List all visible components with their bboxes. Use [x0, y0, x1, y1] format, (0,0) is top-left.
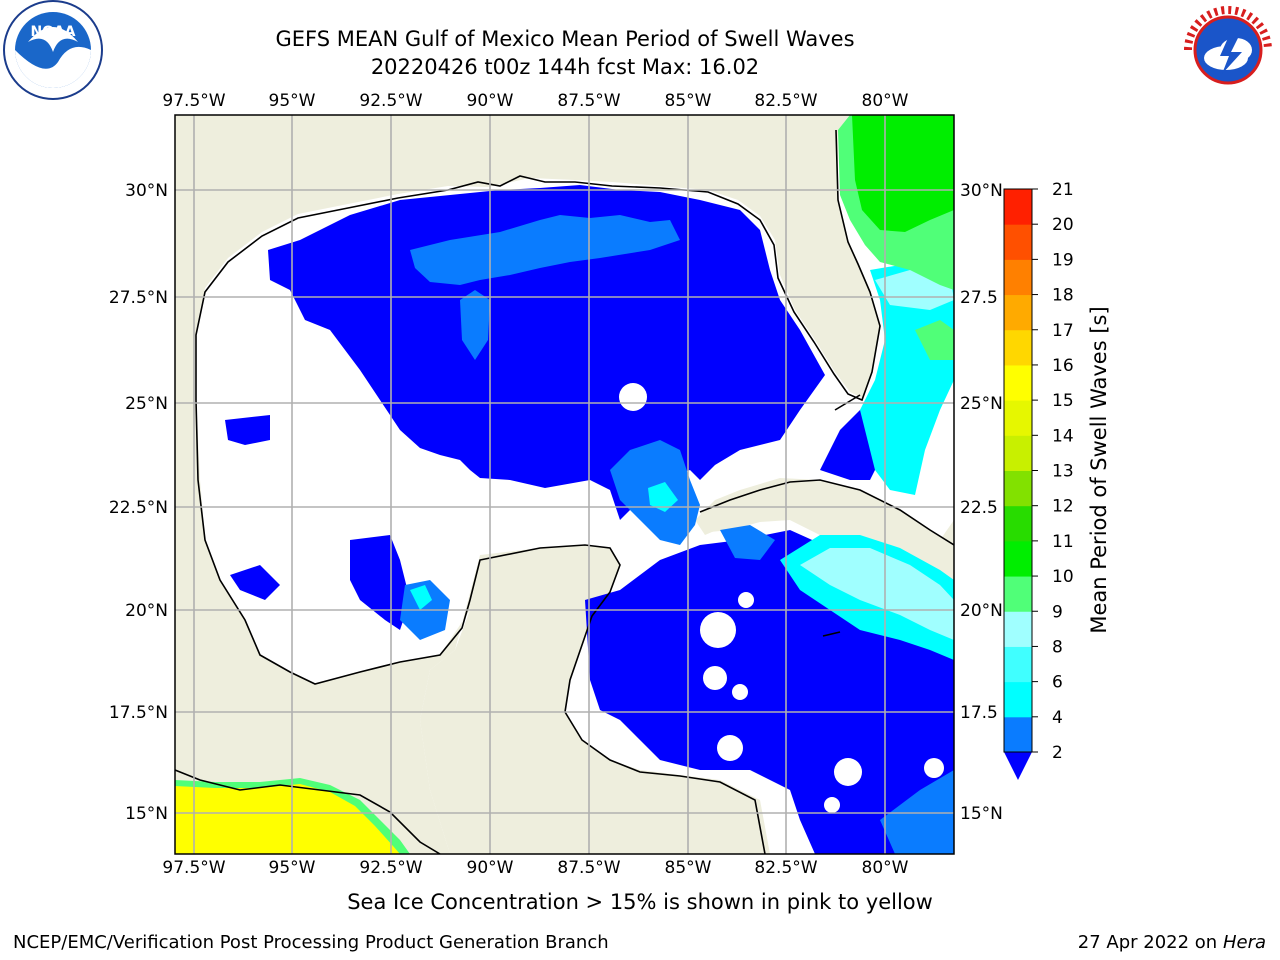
- lon-tick-label: 95°W: [269, 91, 316, 111]
- colorbar-swatch: [1004, 189, 1032, 225]
- colorbar-swatch: [1004, 611, 1032, 647]
- national-weather-service-logo: [1180, 2, 1276, 98]
- colorbar-swatch: [1004, 716, 1032, 753]
- lat-tick-label: 20°N: [125, 601, 168, 621]
- lon-tick-label: 97.5°W: [162, 858, 225, 878]
- colorbar-swatch: [1004, 294, 1032, 331]
- colorbar-tick-label: 20: [1052, 215, 1074, 235]
- lat-tick-label: 25°N: [960, 394, 1003, 414]
- lon-tick-label: 82.5°W: [754, 858, 817, 878]
- colorbar-tick-label: 2: [1052, 743, 1063, 763]
- lat-tick-label: 30°N: [125, 181, 168, 201]
- colorbar-tick-label: 12: [1052, 497, 1074, 517]
- colorbar-label: Mean Period of Swell Waves [s]: [1087, 306, 1111, 633]
- lon-tick-label: 87.5°W: [557, 91, 620, 111]
- lon-tick-label: 85°W: [665, 858, 712, 878]
- colorbar-swatch: [1004, 681, 1032, 718]
- colorbar-tick-label: 8: [1052, 637, 1063, 657]
- colorbar-swatch: [1004, 505, 1032, 542]
- colorbar-extend-arrow: [1004, 752, 1032, 780]
- lat-tick-label: 22.5: [960, 498, 998, 518]
- colorbar-swatch: [1004, 435, 1032, 471]
- lon-tick-label: 90°W: [467, 91, 514, 111]
- lon-tick-label: 80°W: [862, 91, 909, 111]
- lon-tick-label: 82.5°W: [754, 91, 817, 111]
- lon-tick-label: 90°W: [467, 858, 514, 878]
- colorbar-swatch: [1004, 224, 1032, 260]
- colorbar-tick-label: 9: [1052, 602, 1063, 622]
- colorbar-swatch: [1004, 364, 1032, 401]
- colorbar-swatch: [1004, 400, 1032, 436]
- footer-date: 27 Apr 2022 on Hera: [1078, 932, 1266, 953]
- lon-tick-label: 80°W: [862, 858, 909, 878]
- swell-region-9-12s: [838, 115, 954, 360]
- colorbar-tick-label: 6: [1052, 673, 1063, 693]
- map-subtitle: 20220426 t00z 144h fcst Max: 16.02: [370, 55, 760, 79]
- colorbar: 2 4 6 8 9 10 11 12 13 14 15 16 17 18 19 20 21 Mean Perio…: [1003, 180, 1111, 780]
- lon-ticks-top: 97.5°W 95°W 92.5°W 90°W 87.5°W 85°W 82.5…: [162, 91, 908, 111]
- lat-ticks-left: 30°N 27.5°N 25°N 22.5°N 20°N 17.5°N 15°N: [109, 181, 168, 824]
- map-frame: [174, 114, 955, 855]
- lat-tick-label: 22.5°N: [109, 498, 168, 518]
- lon-ticks-bottom: 97.5°W 95°W 92.5°W 90°W 87.5°W 85°W 82.5…: [162, 858, 908, 878]
- lat-tick-label: 25°N: [125, 394, 168, 414]
- lon-tick-label: 95°W: [269, 858, 316, 878]
- lon-tick-label: 87.5°W: [557, 858, 620, 878]
- lat-tick-label: 17.5°N: [109, 703, 168, 723]
- colorbar-tick-label: 21: [1052, 180, 1074, 200]
- lon-tick-label: 92.5°W: [359, 858, 422, 878]
- lon-tick-label: 97.5°W: [162, 91, 225, 111]
- colorbar-swatch: [1004, 576, 1032, 612]
- lat-ticks-right: 30°N 27.5 25°N 22.5 20°N 17.5 15°N: [960, 181, 1003, 824]
- colorbar-swatch: [1004, 470, 1032, 507]
- lat-tick-label: 15°N: [125, 804, 168, 824]
- colorbar-swatch: [1004, 259, 1032, 296]
- colorbar-tick-label: 18: [1052, 286, 1074, 306]
- coastlines: [175, 129, 954, 854]
- colorbar-swatches: [1004, 189, 1032, 753]
- lat-tick-label: 17.5: [960, 703, 998, 723]
- colorbar-tick-label: 4: [1052, 708, 1063, 728]
- colorbar-ticks: 2 4 6 8 9 10 11 12 13 14 15 16 17 18 19 20 21: [1032, 180, 1074, 763]
- cuba-land: [700, 480, 954, 580]
- no-data-patches: [619, 383, 944, 813]
- svg-text:NOAA: NOAA: [31, 24, 76, 40]
- colorbar-tick-label: 16: [1052, 356, 1074, 376]
- colorbar-swatch: [1004, 540, 1032, 577]
- colorbar-tick-label: 10: [1052, 567, 1074, 587]
- colorbar-tick-label: 14: [1052, 426, 1074, 446]
- footer-credit: NCEP/EMC/Verification Post Processing Pr…: [13, 932, 609, 953]
- map-plot-area: [175, 115, 954, 854]
- map-gridlines: [175, 115, 954, 854]
- lat-tick-label: 27.5°N: [109, 288, 168, 308]
- mexico-land: [175, 395, 480, 854]
- sea-ice-note: Sea Ice Concentration > 15% is shown in …: [347, 890, 933, 914]
- lon-tick-label: 92.5°W: [359, 91, 422, 111]
- lat-tick-label: 30°N: [960, 181, 1003, 201]
- lat-tick-label: 20°N: [960, 601, 1003, 621]
- lat-tick-label: 27.5: [960, 288, 998, 308]
- noaa-logo: NOAA: [3, 0, 103, 100]
- footer-host: Hera: [1222, 932, 1266, 953]
- map-title: GEFS MEAN Gulf of Mexico Mean Period of …: [275, 27, 855, 51]
- colorbar-tick-label: 17: [1052, 321, 1074, 341]
- colorbar-tick-label: 15: [1052, 391, 1074, 411]
- footer-date-text: 27 Apr 2022 on: [1077, 932, 1223, 953]
- colorbar-swatch: [1004, 329, 1032, 366]
- lon-tick-label: 85°W: [665, 91, 712, 111]
- colorbar-swatch: [1004, 646, 1032, 683]
- lat-tick-label: 15°N: [960, 804, 1003, 824]
- colorbar-tick-label: 11: [1052, 532, 1074, 552]
- colorbar-tick-label: 19: [1052, 250, 1074, 270]
- colorbar-tick-label: 13: [1052, 462, 1074, 482]
